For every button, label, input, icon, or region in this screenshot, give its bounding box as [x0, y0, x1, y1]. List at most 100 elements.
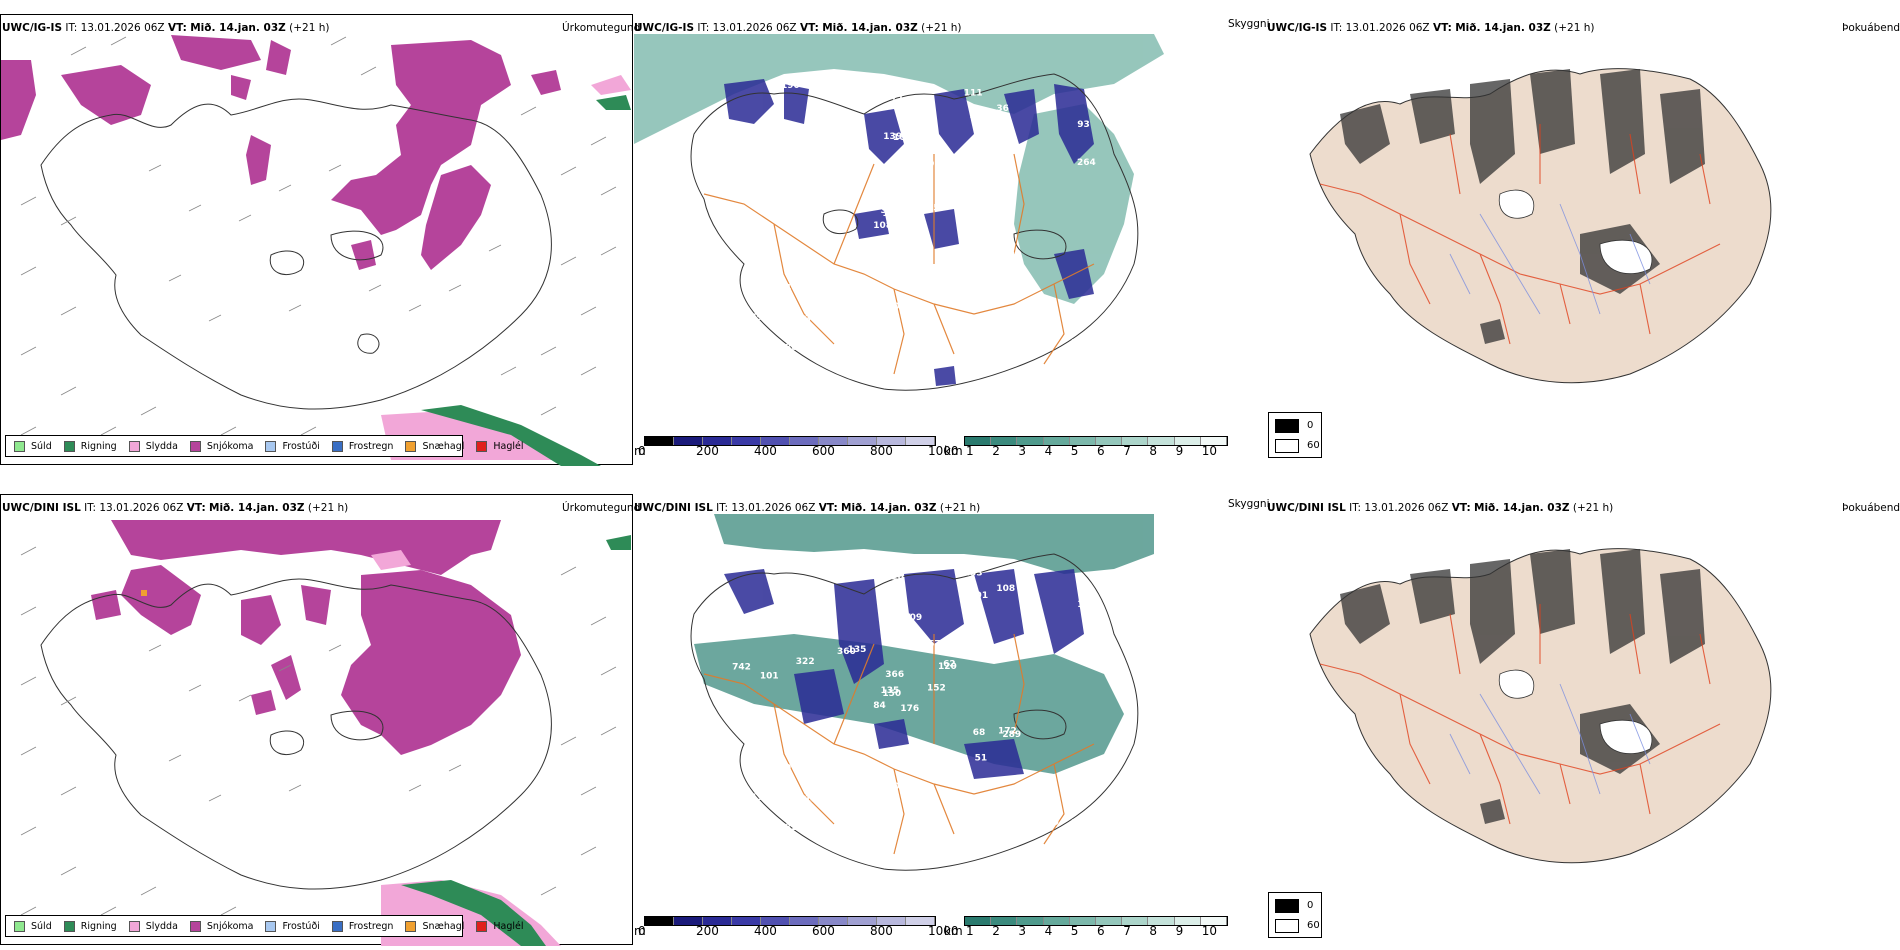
colorbar-segment: [1043, 437, 1070, 445]
visibility-title: Skyggni: [1228, 498, 1270, 510]
legend-swatch: [265, 920, 277, 932]
visibility-value-label: 180: [848, 165, 867, 175]
visibility-value-label: 114: [969, 146, 988, 156]
colorbar-tick-label: 8: [1149, 924, 1158, 938]
panel-title: UWC/IG-IS IT: 13.01.2026 06Z VT: Mið. 14…: [1267, 22, 1594, 34]
colorbar-tick-label: 1: [966, 924, 974, 938]
visibility-value-label: 360: [837, 647, 856, 657]
vt-label: VT:: [1432, 22, 1452, 34]
visibility-value-label: 93: [1077, 120, 1090, 130]
visibility-value-label: 140: [882, 209, 901, 219]
colorbar-tick-label: 200: [696, 444, 719, 458]
legend-label: Snæhagl: [422, 920, 465, 932]
visibility-value-label: 135: [848, 645, 867, 655]
visibility-unit: km: [944, 444, 963, 458]
visibility-value-label: 120: [938, 662, 957, 672]
colorbar-tick-label: 800: [870, 444, 893, 458]
visibility-value-label: 81: [1071, 819, 1084, 829]
visibility-value-label: 124: [772, 283, 791, 293]
visibility-labels-2: 176 131 150 153 120 330 133 109 201 152 433 81 101 10…: [732, 554, 1096, 833]
legend-item: Haglél: [476, 440, 524, 452]
colorbar-tick-label: 6: [1097, 444, 1105, 458]
colorbar-segment: [732, 437, 761, 445]
visibility-value-label: 68: [973, 728, 986, 738]
visibility-value-label: 665: [885, 190, 904, 200]
visibility-map-1: 132 141 140 279 164 179 111 164 115 152 190 178 98 93…: [634, 34, 1164, 391]
colorbar-tick-label: 200: [696, 924, 719, 938]
legend-item: Snjókoma: [189, 920, 253, 932]
fog-label-60: 60: [1307, 440, 1320, 451]
colorbar-tick-label: 800: [870, 924, 893, 938]
visibility-map-2: 176 131 150 153 120 330 133 109 201 152 433 81 101 10…: [690, 514, 1154, 871]
visibility-value-label: 124: [805, 795, 824, 805]
it-label: IT:: [1349, 502, 1362, 514]
colorbar-segment: [1148, 917, 1175, 925]
it-label: IT:: [716, 502, 729, 514]
fog-swatch-60: [1275, 439, 1299, 453]
model-name: UWC/DINI ISL: [1267, 502, 1346, 514]
visibility-value-label: 132: [779, 823, 798, 833]
colorbar-segment: [703, 917, 732, 925]
fog-swatch-0: [1275, 899, 1299, 913]
colorbar-tick-label: 9: [1175, 444, 1184, 458]
legend-item: Snjókoma: [189, 440, 253, 452]
visibility-value-label: 141: [758, 135, 777, 145]
visibility-value-label: 83: [969, 626, 982, 636]
visibility-value-label: 178: [1071, 339, 1090, 349]
fog-swatch-0: [1275, 419, 1299, 433]
legend-label: Haglél: [493, 920, 524, 932]
colorbar-segment: [877, 437, 906, 445]
colorbar-segment: [1017, 917, 1044, 925]
visibility-value-label: 132: [900, 224, 919, 234]
visibility-value-label: 179: [822, 286, 841, 296]
visibility-value-label: 720: [885, 572, 904, 582]
vt-label: VT:: [167, 22, 187, 34]
colorbar-segment: [991, 917, 1018, 925]
row-2: Súld Rigning Slydda Snjókoma Frostúði Fr…: [0, 480, 1900, 950]
legend-swatch: [476, 440, 488, 452]
colorbar-tick-label: 0: [638, 444, 646, 458]
colorbar-tick-label: 4: [1044, 444, 1053, 458]
visibility-value-label: 144: [893, 613, 912, 623]
legend-swatch: [331, 440, 343, 452]
visibility-value-label: 185: [744, 806, 763, 816]
vt-value: Mið. 14.jan. 03Z: [209, 502, 305, 514]
legend-label: Haglél: [493, 440, 524, 452]
visibility-value-label: 185: [1077, 638, 1096, 648]
legend-swatch: [405, 920, 417, 932]
colorbar-tick-label: 1: [966, 444, 974, 458]
visibility-value-label: 98: [760, 191, 773, 201]
precip-type-svg-2: [20, 520, 631, 946]
visibility-value-label: 279: [744, 313, 763, 323]
colorbar-tick-label: 0: [638, 924, 646, 938]
model-name: UWC/IG-IS: [2, 22, 63, 34]
legend-swatch: [14, 920, 25, 932]
colorbar-tick-label: 400: [754, 924, 777, 938]
colorbar-segment: [1043, 917, 1070, 925]
fog-map-2: [1309, 548, 1772, 864]
legend-item: Snæhagl: [405, 440, 464, 452]
ceiling-colorbar-1: m 0 200 400 600 800 1000: [634, 436, 959, 466]
legend-swatch: [128, 920, 140, 932]
lead-time: (+21 h): [939, 502, 981, 514]
panel-title: UWC/DINI ISL IT: 13.01.2026 06Z VT: Mið.…: [2, 502, 348, 514]
visibility-value-label: 36: [996, 104, 1009, 114]
visibility-value-label: 180: [779, 343, 798, 353]
visibility-value-label: 36: [817, 282, 830, 292]
it-value: 13.01.2026 06Z: [1364, 502, 1449, 514]
colorbar-tick-label: 7: [1123, 924, 1131, 938]
visibility-value-label: 190: [973, 248, 992, 258]
colorbar-segment: [1069, 437, 1096, 445]
colorbar-tick-label: 2: [992, 444, 1000, 458]
visibility-value-label: 101: [760, 671, 779, 681]
colorbar-tick-label: 1000: [928, 444, 959, 458]
legend-swatch: [265, 440, 277, 452]
colorbar-tick-label: 600: [812, 444, 835, 458]
legend-label: Súld: [31, 440, 52, 452]
colorbar-segment: [761, 917, 790, 925]
visibility-value-label: 325: [881, 206, 900, 216]
colorbar-segment: [790, 917, 819, 925]
legend-label: Frostúði: [282, 920, 320, 932]
legend-label: Slydda: [145, 920, 178, 932]
colorbar-segment: [1096, 437, 1123, 445]
